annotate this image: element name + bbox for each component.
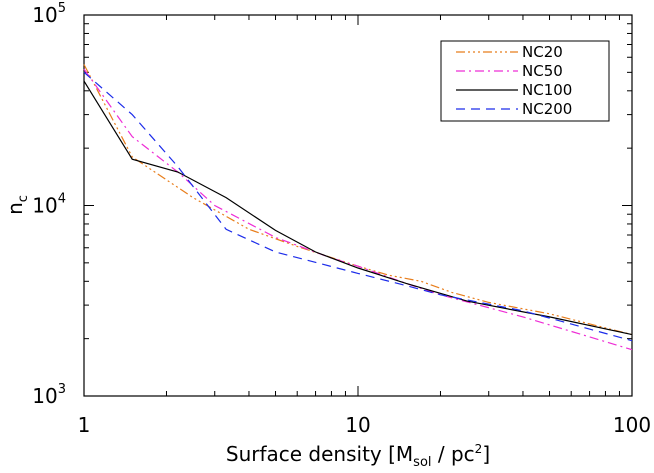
y-tick-label-exponent: 4 [58,192,66,207]
x-tick-label: 10 [345,413,370,437]
y-axis-title-subscript: c [16,195,31,202]
axis-ticks [83,15,633,397]
y-tick-label: 105 [32,1,66,27]
x-axis-title-rest: / pc [432,442,475,466]
x-axis-title-superscript: 2 [475,442,483,456]
series-line-nc200 [83,71,633,342]
x-tick-label: 1 [78,413,91,437]
y-tick-label-base: 10 [32,194,57,218]
legend-label-nc20: NC20 [522,43,563,61]
y-axis-title-main: n [3,202,27,215]
x-axis-title-main: Surface density [M [226,442,413,466]
legend-label-nc100: NC100 [522,81,572,99]
y-tick-label-base: 10 [32,384,57,408]
x-axis-title: Surface density [Msol / pc2] [226,442,490,468]
y-tick-label-base: 10 [32,3,57,27]
series-lines [83,64,633,351]
legend-label-nc200: NC200 [522,100,572,118]
x-axis-title-subscript: sol [413,455,431,468]
y-tick-label: 103 [32,382,66,408]
legend-label-nc50: NC50 [522,62,563,80]
y-tick-label-exponent: 3 [58,382,66,397]
series-line-nc20 [83,64,633,336]
series-line-nc100 [83,80,633,336]
y-axis-title: nc [3,195,31,215]
x-axis-title-end: ] [482,442,490,466]
legend-box [440,40,610,122]
y-tick-label-exponent: 5 [58,1,66,16]
y-tick-label: 104 [32,192,66,218]
x-tick-label: 100 [613,413,651,437]
